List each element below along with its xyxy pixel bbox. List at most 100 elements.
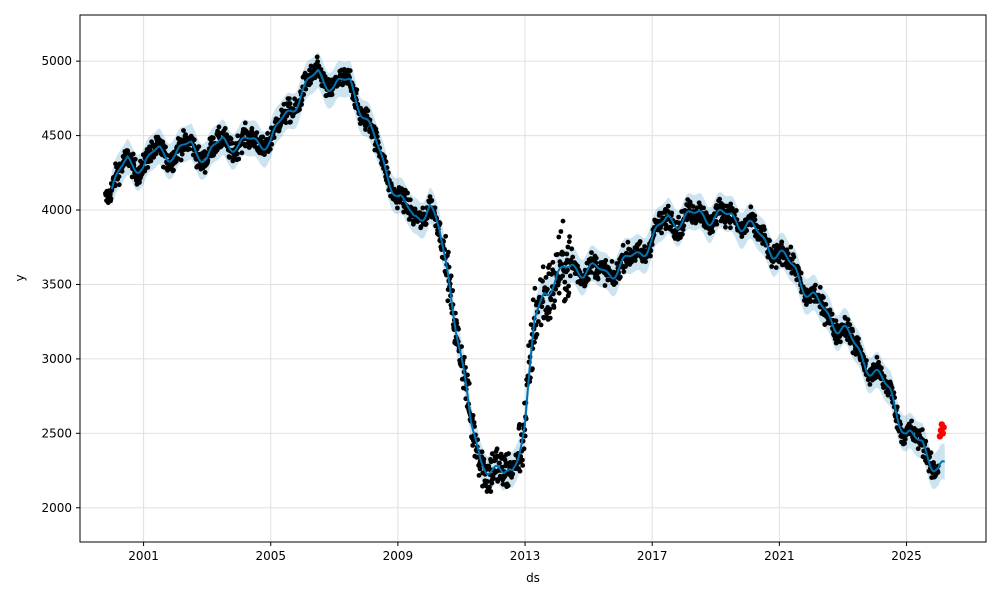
observed-point <box>902 436 908 442</box>
observed-point <box>347 68 353 74</box>
observed-point <box>497 460 502 466</box>
observed-point <box>595 276 601 282</box>
observed-point <box>374 130 379 135</box>
x-tick-label: 2025 <box>891 549 922 563</box>
observed-point <box>191 137 197 143</box>
observed-point <box>183 132 189 138</box>
observed-point <box>643 259 648 265</box>
observed-point <box>116 182 122 188</box>
observed-point <box>505 483 511 489</box>
observed-point <box>520 457 525 463</box>
observed-point <box>171 167 176 173</box>
observed-point <box>739 234 745 240</box>
observed-point <box>299 102 304 107</box>
y-tick-label: 2000 <box>41 501 72 515</box>
observed-point <box>314 54 320 60</box>
observed-point <box>642 244 647 249</box>
observed-point <box>812 287 817 292</box>
observed-point <box>728 201 734 207</box>
y-tick-label: 4500 <box>41 129 72 143</box>
observed-point <box>443 233 449 239</box>
observed-point <box>902 440 907 446</box>
observed-point <box>481 456 487 462</box>
observed-point <box>550 259 556 265</box>
y-tick-label: 5000 <box>41 54 72 68</box>
observed-point <box>365 108 371 114</box>
observed-point <box>602 283 608 288</box>
observed-point <box>265 131 270 136</box>
observed-point <box>821 295 826 300</box>
observed-point <box>881 385 886 390</box>
observed-point <box>484 479 490 484</box>
x-tick-label: 2017 <box>637 549 668 563</box>
observed-point <box>462 354 467 360</box>
observed-point <box>744 228 750 234</box>
observed-point <box>530 297 536 303</box>
observed-point <box>517 468 523 474</box>
observed-point <box>181 128 186 133</box>
observed-point <box>856 336 861 342</box>
x-tick-label: 2021 <box>764 549 795 563</box>
observed-point <box>547 306 553 312</box>
observed-point <box>228 136 234 142</box>
observed-point <box>534 332 540 337</box>
observed-point <box>762 227 767 233</box>
observed-point <box>427 194 433 200</box>
observed-point <box>621 269 627 275</box>
observed-point <box>567 234 572 240</box>
observed-point <box>222 125 228 131</box>
observed-point <box>614 261 620 266</box>
observed-point <box>107 191 113 197</box>
observed-point <box>470 443 476 448</box>
observed-point <box>271 135 277 141</box>
observed-point <box>648 253 653 259</box>
observed-point <box>471 420 477 425</box>
observed-point <box>283 120 289 126</box>
observed-point <box>748 204 754 210</box>
observed-point <box>548 297 554 303</box>
observed-point <box>459 344 464 349</box>
observed-point <box>552 298 558 304</box>
observed-point <box>494 446 500 452</box>
observed-point <box>928 450 934 455</box>
observed-point <box>479 449 485 455</box>
observed-point <box>845 317 851 323</box>
observed-point <box>558 229 564 234</box>
observed-point <box>874 354 880 360</box>
observed-point <box>563 297 568 302</box>
observed-point <box>847 322 853 327</box>
observed-point <box>407 197 413 203</box>
y-tick-label: 3000 <box>41 352 72 366</box>
observed-point <box>565 267 570 273</box>
observed-point <box>196 144 202 150</box>
grid-lines <box>80 15 986 542</box>
observed-point <box>287 96 292 101</box>
observed-point <box>179 151 185 157</box>
observed-point <box>559 261 564 267</box>
observed-point <box>202 170 208 175</box>
observed-point <box>565 244 571 250</box>
observed-point <box>528 322 534 327</box>
observed-point <box>211 135 216 141</box>
observed-point <box>303 86 309 92</box>
observed-point <box>489 480 495 486</box>
y-axis-ticks: 2000 2500 3000 3500 4000 4500 5000 <box>41 54 80 515</box>
observed-point <box>446 249 451 255</box>
observed-point <box>617 274 623 280</box>
observed-point <box>633 253 639 259</box>
observed-point <box>919 427 925 432</box>
observed-point <box>308 80 313 86</box>
observed-point <box>570 254 576 260</box>
observed-point <box>609 259 615 264</box>
observed-point <box>235 133 241 139</box>
observed-point <box>112 183 118 189</box>
observed-point <box>567 273 573 279</box>
observed-point <box>116 174 122 180</box>
observed-point <box>620 242 626 248</box>
observed-point <box>909 418 914 424</box>
observed-point <box>230 140 235 146</box>
observed-point <box>491 476 496 481</box>
observed-point <box>547 315 553 321</box>
